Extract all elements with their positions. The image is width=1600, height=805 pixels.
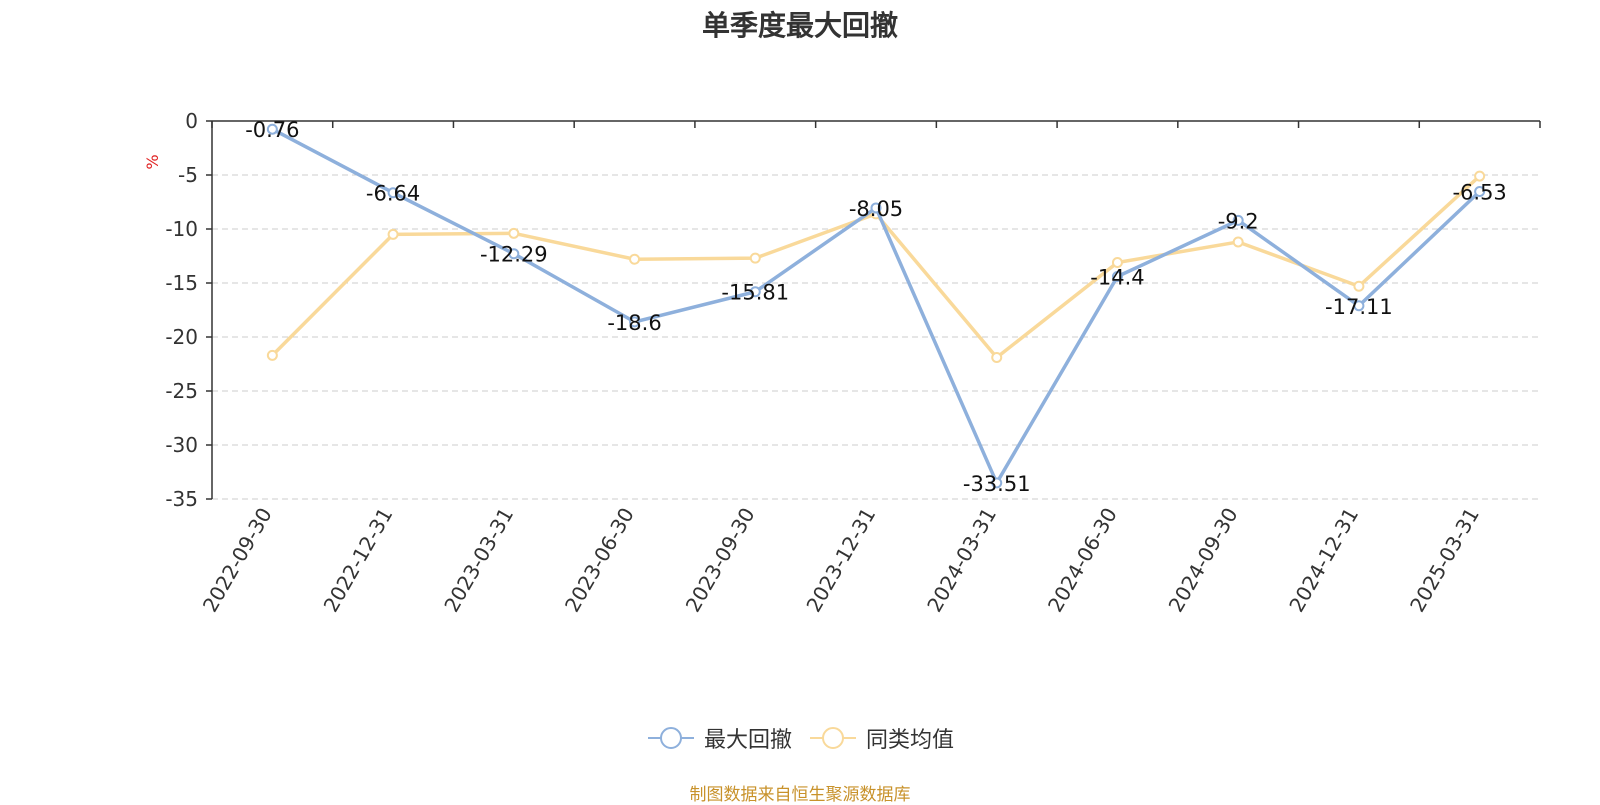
data-label: -0.76 <box>245 118 299 142</box>
data-point <box>387 228 399 240</box>
y-tick-label: -35 <box>165 487 198 511</box>
legend-label: 最大回撤 <box>703 728 792 753</box>
y-tick-label: -10 <box>165 217 198 241</box>
legend-marker-circle <box>822 727 844 749</box>
data-point <box>749 252 761 264</box>
data-point <box>870 202 882 214</box>
data-point <box>629 253 641 265</box>
x-tick-label: 2023-06-30 <box>560 504 639 617</box>
data-label: -6.53 <box>1452 181 1506 205</box>
data-label: -33.51 <box>963 472 1031 496</box>
data-point <box>1232 236 1244 248</box>
data-point <box>1232 214 1244 226</box>
y-tick-label: 0 <box>185 109 198 133</box>
legend-marker-circle <box>659 727 682 749</box>
y-tick-label: -25 <box>165 379 198 403</box>
x-tick-label: 2024-12-31 <box>1284 504 1363 617</box>
legend-marker-icon <box>647 727 694 749</box>
data-point <box>508 227 520 239</box>
source-note: 制图数据来自恒生聚源数据库 <box>689 785 911 805</box>
data-point <box>629 316 641 328</box>
data-point <box>387 187 399 199</box>
x-tick-label: 2024-06-30 <box>1043 504 1122 617</box>
data-point <box>1353 300 1365 312</box>
data-label: -12.29 <box>480 243 548 267</box>
x-tick-label: 2022-09-30 <box>198 504 277 617</box>
data-point <box>991 352 1003 364</box>
series-line-0 <box>271 127 1481 485</box>
x-tick-label: 2025-03-31 <box>1405 504 1484 617</box>
y-tick-label: -5 <box>178 163 198 187</box>
series-layer <box>266 123 1486 489</box>
data-labels: -0.76 -6.64 -12.29 -18.6 -15.81 -8.05 -33.51 -1… <box>245 118 1507 496</box>
grid-lines <box>212 174 1540 500</box>
data-point <box>266 349 278 361</box>
legend-item-1[interactable]: 同类均值 <box>808 722 954 754</box>
legend-label: 同类均值 <box>866 728 955 753</box>
data-point <box>1111 271 1123 283</box>
x-tick-label: 2023-09-30 <box>681 504 760 617</box>
data-point <box>1111 256 1123 268</box>
data-point <box>508 248 520 260</box>
data-point <box>1474 170 1486 182</box>
data-label: -18.6 <box>607 311 661 335</box>
y-tick-label: -20 <box>165 325 198 349</box>
x-tick-label: 2024-09-30 <box>1164 504 1243 617</box>
data-label: -6.64 <box>366 182 420 206</box>
y-tick-label: -30 <box>165 433 198 457</box>
data-point <box>1474 186 1486 198</box>
data-point <box>991 477 1003 489</box>
y-axis-label: % <box>143 154 162 169</box>
data-label: -17.11 <box>1325 295 1393 319</box>
data-point <box>1353 280 1365 292</box>
data-label: -15.81 <box>721 281 789 305</box>
data-point <box>266 123 278 135</box>
x-tick-label: 2023-12-31 <box>801 504 880 617</box>
data-label: -14.4 <box>1090 266 1144 290</box>
data-point <box>749 286 761 298</box>
x-tick-label: 2022-12-31 <box>319 504 398 617</box>
y-tick-label: -15 <box>165 271 198 295</box>
legend: 最大回撤 同类均值 <box>0 722 1600 757</box>
legend-marker-icon <box>810 727 856 749</box>
legend-item-0[interactable]: 最大回撤 <box>646 722 792 754</box>
x-tick-label: 2024-03-31 <box>922 504 1001 617</box>
data-label: -9.2 <box>1218 209 1259 233</box>
data-label: -8.05 <box>849 197 903 221</box>
x-tick-label: 2023-03-31 <box>439 504 518 617</box>
chart-title: 单季度最大回撤 <box>701 9 898 42</box>
